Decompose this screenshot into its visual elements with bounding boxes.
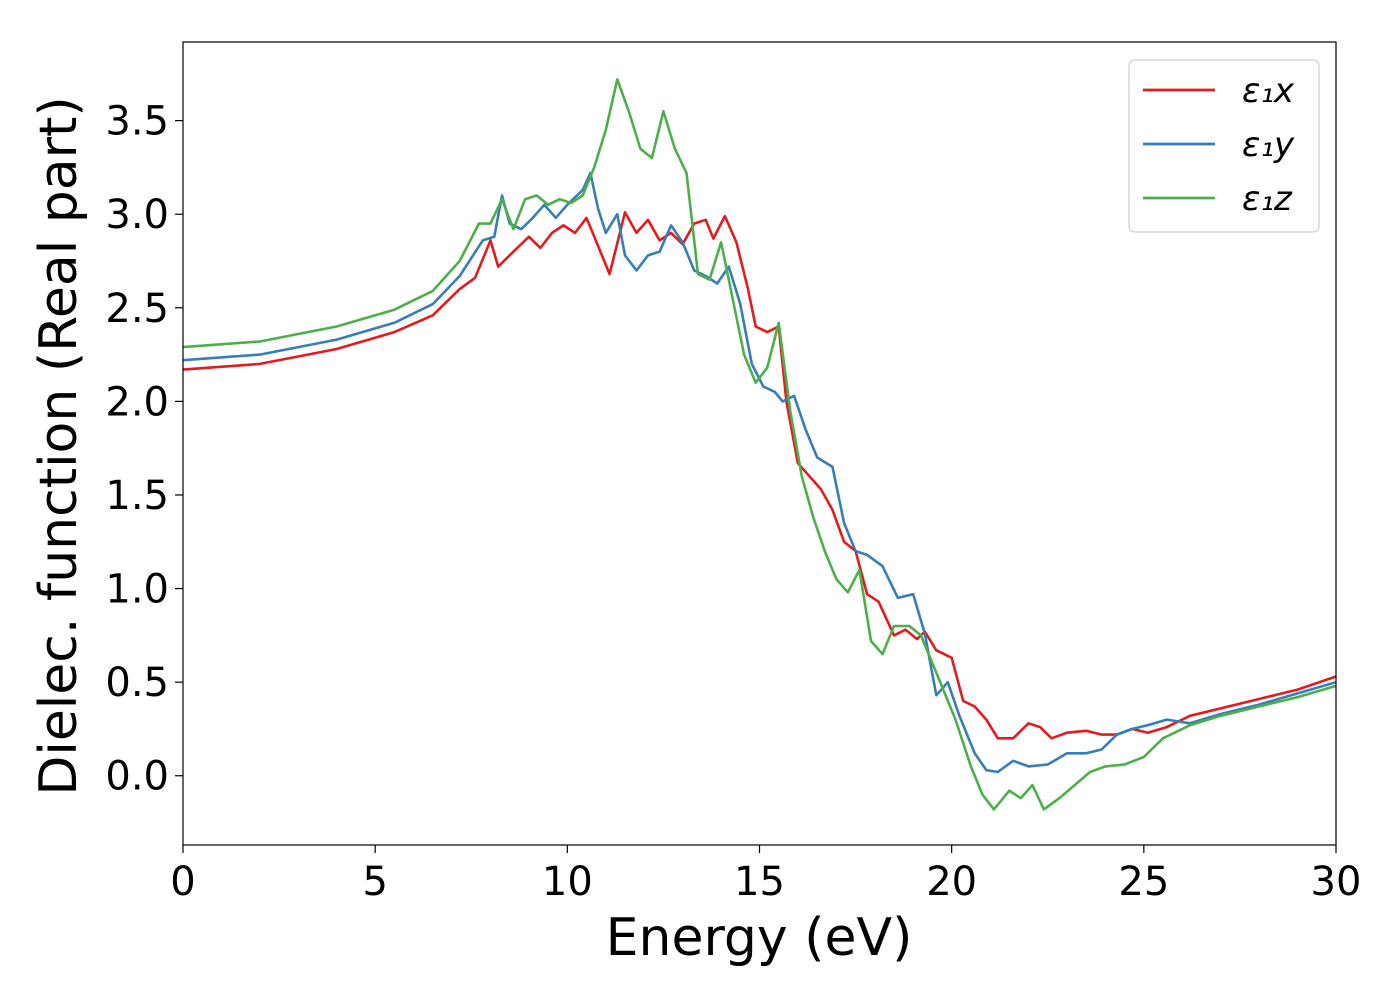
y-tick-label: 3.5 [105, 99, 169, 145]
y-tick-label: 2.5 [105, 286, 169, 332]
x-axis-label: Energy (eV) [606, 908, 913, 968]
x-tick-label: 10 [542, 859, 593, 905]
x-tick-label: 5 [362, 859, 387, 905]
y-tick-label: 0.0 [105, 754, 169, 800]
legend-label: ε₁x [1242, 71, 1295, 111]
y-tick-label: 0.5 [105, 660, 169, 706]
x-tick-label: 30 [1311, 859, 1362, 905]
y-tick-label: 3.0 [105, 192, 169, 238]
y-tick-label: 1.5 [105, 473, 169, 519]
series-line-3 [183, 78, 1336, 811]
x-tick-label: 20 [926, 859, 977, 905]
series-line-2 [183, 171, 1336, 774]
x-axis: 0 5 10 15 20 25 30 [170, 845, 1361, 905]
series-line-1 [183, 211, 1336, 740]
x-tick-label: 0 [170, 859, 195, 905]
legend-label: ε₁y [1242, 125, 1295, 165]
x-tick-label: 15 [734, 859, 785, 905]
x-tick-label: 25 [1118, 859, 1169, 905]
y-axis-label: Dielec. function (Real part) [29, 96, 89, 795]
y-tick-label: 1.0 [105, 567, 169, 613]
y-tick-label: 2.0 [105, 379, 169, 425]
legend-label: ε₁z [1242, 179, 1293, 219]
y-axis: 0.0 0.5 1.0 1.5 2.0 2.5 3.0 3.5 [105, 99, 183, 800]
legend: ε₁x ε₁y ε₁z [1128, 59, 1320, 233]
legend-box [1128, 59, 1320, 233]
